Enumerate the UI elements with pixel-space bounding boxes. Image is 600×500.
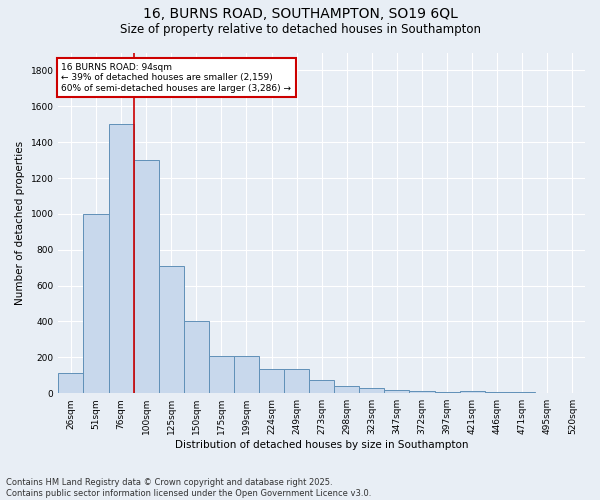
Bar [409, 390, 434, 393]
Bar [134, 160, 159, 393]
Text: 16 BURNS ROAD: 94sqm
← 39% of detached houses are smaller (2,159)
60% of semi-de: 16 BURNS ROAD: 94sqm ← 39% of detached h… [61, 62, 291, 92]
Y-axis label: Number of detached properties: Number of detached properties [15, 141, 25, 305]
Text: 16, BURNS ROAD, SOUTHAMPTON, SO19 6QL: 16, BURNS ROAD, SOUTHAMPTON, SO19 6QL [143, 8, 457, 22]
Bar [109, 124, 134, 393]
Bar [234, 356, 259, 393]
Text: Contains HM Land Registry data © Crown copyright and database right 2025.
Contai: Contains HM Land Registry data © Crown c… [6, 478, 371, 498]
Bar [385, 390, 409, 393]
Bar [460, 390, 485, 393]
Bar [434, 392, 460, 393]
Bar [159, 266, 184, 393]
Text: Size of property relative to detached houses in Southampton: Size of property relative to detached ho… [119, 22, 481, 36]
Bar [209, 356, 234, 393]
Bar [83, 214, 109, 393]
Bar [284, 369, 309, 393]
X-axis label: Distribution of detached houses by size in Southampton: Distribution of detached houses by size … [175, 440, 469, 450]
Bar [485, 392, 510, 393]
Bar [58, 374, 83, 393]
Bar [334, 386, 359, 393]
Bar [309, 380, 334, 393]
Bar [359, 388, 385, 393]
Bar [259, 369, 284, 393]
Bar [510, 392, 535, 393]
Bar [184, 322, 209, 393]
